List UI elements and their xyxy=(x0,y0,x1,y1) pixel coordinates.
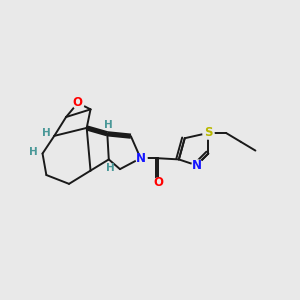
Text: N: N xyxy=(191,159,202,172)
Text: H: H xyxy=(104,120,113,130)
Text: O: O xyxy=(73,96,83,110)
Text: O: O xyxy=(153,176,163,190)
Text: N: N xyxy=(136,152,146,165)
Text: H: H xyxy=(29,147,38,157)
Text: H: H xyxy=(42,128,50,138)
Text: S: S xyxy=(204,126,212,140)
Text: H: H xyxy=(106,163,115,173)
